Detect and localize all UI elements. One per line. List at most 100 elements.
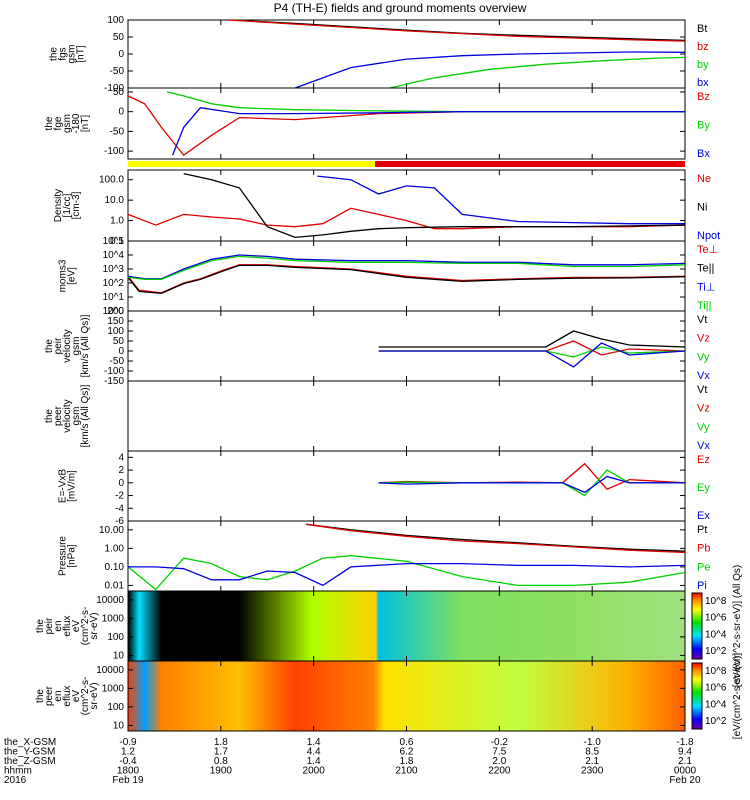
y-tick-label: 0 [118,107,124,118]
y-tick-label: 200 [107,306,124,317]
colorbar-tick-label: 10^6 [705,683,727,694]
y-axis-label: [mV/m] [67,470,78,502]
y-tick-label: -4 [115,503,124,514]
y-axis-label: [nT] [76,45,87,62]
ephemeris-row-label: 2016 [4,775,27,786]
series-line-fgs-2 [389,56,686,89]
series-line-density-1 [183,172,686,239]
series-line-efield-2 [378,475,685,494]
y-axis-label: E=-VxB [58,469,69,504]
legend-entry: Vy [697,351,710,363]
y-axis-label: gsm [62,114,73,133]
ephemeris-row-label: hhmm [4,766,32,777]
legend-entry: Te⊥ [697,244,718,256]
y-axis-label: sr-eV) [89,612,100,639]
ephemeris-value: 2200 [488,766,511,777]
y-axis-label: [eV] [67,267,78,285]
y-tick-label: -50 [110,126,125,137]
ephemeris-value: -1.0 [584,737,602,748]
y-axis-label: -180 [71,113,82,133]
colorbar-peer_en [691,662,703,730]
y-tick-label: 1.0 [110,216,124,227]
panel-peer_en: 10^8 10^6 10^4 10^2 [eV/(cm^2-s-sr-eV)] 10000… [35,653,743,740]
series-line-moms-0 [127,264,686,294]
y-tick-label: 10^5 [103,236,125,247]
y-tick-label: 10^0 [103,306,125,317]
y-axis-label: en [53,690,64,701]
legend-entry: Te|| [697,263,714,275]
y-axis-label: [km/s (All Qs)] [80,314,91,377]
legend-entry: Vy [697,421,710,433]
ephemeris-value: 7.5 [492,747,506,758]
y-axis-label: [nT] [80,115,91,132]
y-tick-label: 1000 [102,613,125,624]
series-line-peir_vel-0 [378,330,686,348]
y-axis-label: velocity [62,329,73,362]
y-tick-label: 100 [107,326,124,337]
legend-entry: Vz [697,333,710,345]
y-axis-label: peir [53,337,64,354]
y-axis-label: Density [53,189,64,222]
ephemeris-value: Feb 19 [112,775,144,786]
legend-entry: Ez [697,454,710,466]
panel-frame [127,87,686,160]
y-tick-label: -6 [115,516,124,527]
legend-entry: Vx [697,370,710,382]
y-tick-label: -50 [110,356,125,367]
y-axis-label: (cm^2-s- [80,607,91,646]
series-line-fge-1 [166,91,685,113]
ephemeris-value: 0.8 [214,756,228,767]
series-line-density-2 [317,175,685,225]
legend-entry: Ex [697,510,710,522]
ephemeris-row-label: the_Z-GSM [4,756,56,767]
y-axis-label: the [44,409,55,423]
y-tick-label: 0 [118,346,124,357]
legend-entry: Ne [697,173,711,185]
y-tick-label: -150 [104,376,124,387]
y-axis-label: eV [71,690,82,703]
y-tick-label: 100 [107,15,124,26]
y-axis-label: [1/cc] [62,193,73,217]
ephemeris-value: 6.2 [400,747,414,758]
y-axis-label: eflux [62,615,73,636]
y-tick-label: 0.1 [110,236,124,247]
series-line-pressure-2 [127,555,686,591]
mode-bar [128,161,685,167]
ephemeris-value: 2.1 [678,756,692,767]
y-tick-label: 4 [118,452,124,463]
colorbar-tick-label: 10^4 [705,629,727,640]
series-line-moms-2 [127,254,686,280]
y-axis-label: [km/s (All Qs)] [80,384,91,447]
legend-entry: Bx [697,148,710,160]
y-tick-label: 50 [113,32,125,43]
y-axis-label: Pressure [58,536,69,576]
ephemeris-value: 2300 [581,766,604,777]
y-axis-label: the [44,339,55,353]
y-tick-label: 0.10 [105,562,125,573]
ephemeris-value: 1.8 [400,756,414,767]
series-line-fgs-0 [228,19,686,42]
panel-frame [127,310,686,382]
y-axis-label: the [35,619,46,633]
ephemeris-value: 1.8 [214,737,228,748]
panels: 100500-50-100thefgsgsm[nT]Btbzbybx500-50… [35,15,743,739]
series-line-pressure-0 [306,523,686,552]
y-tick-label: 10000 [96,665,124,676]
panel-frame [127,380,686,452]
ephemeris-value: 2100 [395,766,418,777]
ephemeris-value: -0.9 [119,737,137,748]
y-axis-label: fge [53,116,64,130]
y-axis-label: gsm [71,337,82,356]
series-line-fgs-3 [294,51,686,89]
ephemeris-value: 1.4 [307,756,321,767]
ephemeris-value: 1900 [210,766,233,777]
y-tick-label: 10^3 [103,264,125,275]
y-tick-label: 0.01 [105,580,125,591]
y-axis-label: velocity [62,399,73,432]
y-tick-label: -100 [104,83,124,94]
ephemeris-value: -0.4 [119,756,137,767]
ephemeris-row-label: the_Y-GSM [4,747,55,758]
ephemeris-value: 1800 [117,766,140,777]
legend-entry: Vz [697,403,710,415]
